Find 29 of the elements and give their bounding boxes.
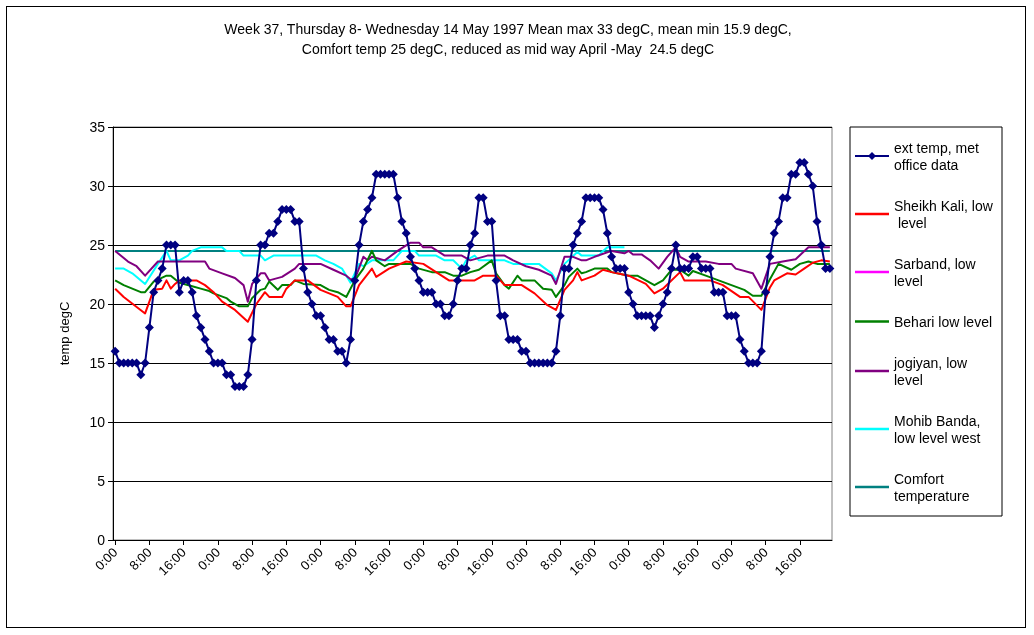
x-tick-label: 8:00: [228, 544, 258, 574]
x-tick-label: 0:00: [400, 544, 429, 574]
y-tick-label: 30: [89, 178, 106, 194]
y-tick-label: 35: [89, 119, 106, 135]
x-tick-label: 0:00: [605, 544, 635, 574]
legend-label: Behari low level: [894, 313, 993, 330]
legend-label: Comfort temperature: [894, 470, 970, 504]
legend-label: ext temp, met office data: [894, 139, 983, 173]
x-tick-label: 0:00: [502, 544, 532, 574]
legend-label: Sheikh Kali, low level: [894, 197, 994, 231]
x-tick-label: 0:00: [297, 544, 326, 574]
legend-label: Mohib Banda, low level west: [894, 412, 985, 446]
y-tick-label: 5: [97, 473, 106, 489]
x-tick-label: 8:00: [537, 544, 566, 574]
y-tick-label: 20: [89, 296, 106, 312]
y-tick-label: 15: [89, 355, 106, 371]
y-tick-label: 25: [89, 237, 106, 253]
legend-label: jogiyan, low level: [893, 354, 972, 388]
x-tick-label: 8:00: [126, 544, 155, 574]
x-tick-label: 8:00: [331, 544, 361, 574]
chart-title: Week 37, Thursday 8- Wednesday 14 May 1997 Mean max 33 degC, mean min 15.9 degC, Comfort temp 25 degC, reduced as mid way April -May 24.5 degC: [224, 21, 792, 57]
y-axis-title: temp degC: [57, 301, 72, 366]
y-tick-label: 10: [89, 414, 106, 430]
x-tick-label: 8:00: [639, 544, 669, 574]
x-tick-label: 8:00: [434, 544, 463, 574]
legend-label: Sarband, low level: [894, 255, 980, 289]
x-tick-label: 0:00: [194, 544, 224, 574]
x-tick-label: 8:00: [742, 544, 771, 574]
x-tick-label: 0:00: [708, 544, 737, 574]
